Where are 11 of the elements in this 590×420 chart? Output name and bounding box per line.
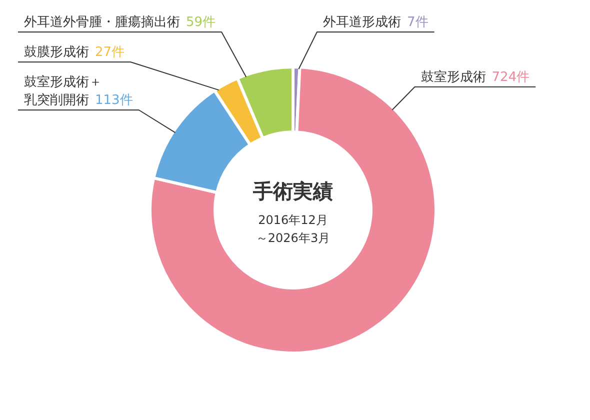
data-label: 7件 <box>407 15 428 30</box>
slice-label: 鼓膜形成術 <box>24 45 89 60</box>
data-label: 27件 <box>95 45 125 60</box>
subtitle: 2016年12月～2026年3月 <box>256 213 330 245</box>
data-label: 59件 <box>186 15 216 30</box>
data-label: 724件 <box>492 70 530 85</box>
slice-label: 外耳道外骨腫・腫瘍摘出術 <box>24 15 180 30</box>
title: 手術実績 <box>253 179 333 203</box>
slice-label: 鼓室形成術 <box>420 68 486 85</box>
data-label: 113件 <box>95 93 133 108</box>
slice-label: 外耳道形成術 <box>323 15 401 30</box>
